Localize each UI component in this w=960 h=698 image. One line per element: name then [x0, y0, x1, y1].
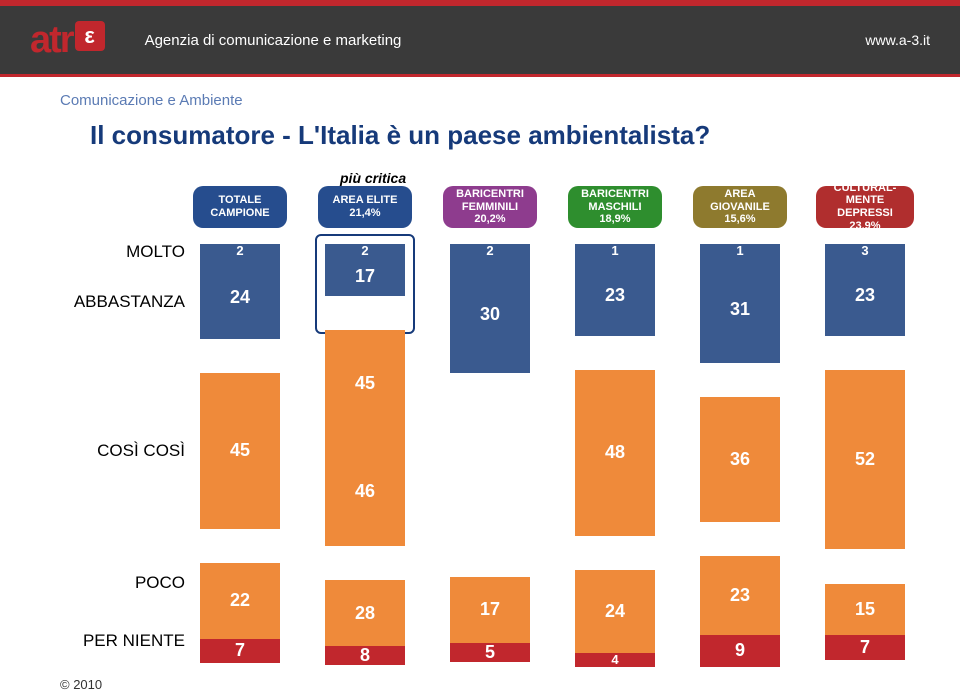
- bar-segment: 17: [450, 577, 530, 643]
- bar-segment: 31: [700, 256, 780, 363]
- logo: atr ε: [30, 19, 105, 62]
- row-label: ABBASTANZA: [0, 292, 185, 312]
- row-label: POCO: [0, 573, 185, 593]
- bar-segment: 52: [825, 370, 905, 550]
- column-header-line: MASCHILI: [588, 201, 641, 214]
- url: www.a-3.it: [865, 32, 930, 48]
- column-header-line: 21,4%: [349, 207, 380, 220]
- bar-segment: 23: [700, 556, 780, 636]
- bar-segment: 23: [575, 256, 655, 336]
- bar-segment: 8: [325, 646, 405, 665]
- bar-segment: 28: [325, 580, 405, 646]
- bar-segment: 3: [825, 244, 905, 256]
- piu-critica-label: più critica: [340, 170, 406, 186]
- column-header-line: DEPRESSI: [837, 207, 893, 220]
- column-header: AREA ELITE21,4%: [318, 186, 412, 228]
- column-header-line: 20,2%: [474, 213, 505, 226]
- column-header-line: AREA: [724, 188, 755, 201]
- bar-segment: 9: [700, 635, 780, 666]
- column-header: TOTALECAMPIONE: [193, 186, 287, 228]
- bar-segment: 1: [575, 244, 655, 256]
- column-header: AREAGIOVANILE15,6%: [693, 186, 787, 228]
- bar-segment: 17: [325, 256, 405, 296]
- bar-segment: 15: [825, 584, 905, 636]
- column-header-line: 23,9%: [849, 220, 880, 233]
- column-header-line: TOTALE: [219, 194, 262, 207]
- bar-segment: 45: [325, 330, 405, 437]
- logo-e-box: ε: [75, 21, 105, 51]
- bar-segment: 46: [325, 437, 405, 546]
- column-header: CULTURAL-MENTEDEPRESSI23,9%: [816, 186, 914, 228]
- bar-segment: 45: [200, 373, 280, 529]
- bar-segment: 30: [450, 256, 530, 373]
- row-label: COSÌ COSÌ: [0, 441, 185, 461]
- bar-segment: 23: [825, 256, 905, 336]
- column-header-line: FEMMINILI: [462, 201, 518, 214]
- bar-segment: 2: [450, 244, 530, 256]
- bar-segment: 1: [700, 244, 780, 256]
- column-header-line: BARICENTRI: [581, 188, 649, 201]
- column-header-line: CULTURAL-: [834, 182, 897, 195]
- tagline: Agenzia di comunicazione e marketing: [145, 32, 866, 49]
- bar-segment: 22: [200, 563, 280, 639]
- column-header-line: AREA ELITE: [333, 194, 398, 207]
- column-header-line: MENTE: [846, 194, 885, 207]
- copyright: © 2010: [60, 677, 102, 692]
- column-header-line: 15,6%: [724, 213, 755, 226]
- column-header: BARICENTRIMASCHILI18,9%: [568, 186, 662, 228]
- bar-segment: 36: [700, 397, 780, 522]
- bar-segment: 7: [200, 639, 280, 663]
- bar-segment: 7: [825, 635, 905, 659]
- column-header-line: BARICENTRI: [456, 188, 524, 201]
- bar-segment: 2: [200, 244, 280, 256]
- row-label: PER NIENTE: [0, 631, 185, 651]
- bar-segment: 2: [325, 244, 405, 256]
- bar-segment: 48: [575, 370, 655, 536]
- header: atr ε Agenzia di comunicazione e marketi…: [0, 6, 960, 74]
- bar-segment: 5: [450, 643, 530, 662]
- row-label: MOLTO: [0, 242, 185, 262]
- column-header-line: GIOVANILE: [710, 201, 770, 214]
- column-header-line: 18,9%: [599, 213, 630, 226]
- logo-text: atr: [30, 19, 73, 62]
- header-divider: [0, 74, 960, 77]
- bar-segment: 24: [575, 570, 655, 653]
- page-title: Il consumatore - L'Italia è un paese amb…: [90, 120, 710, 151]
- chart-area: più critica TOTALECAMPIONE AREA ELITE21,4%…: [0, 170, 960, 670]
- column-header: BARICENTRIFEMMINILI20,2%: [443, 186, 537, 228]
- bar-segment: 24: [200, 256, 280, 339]
- bar-segment: 4: [575, 653, 655, 667]
- section-label: Comunicazione e Ambiente: [60, 92, 243, 109]
- column-header-line: CAMPIONE: [210, 207, 269, 220]
